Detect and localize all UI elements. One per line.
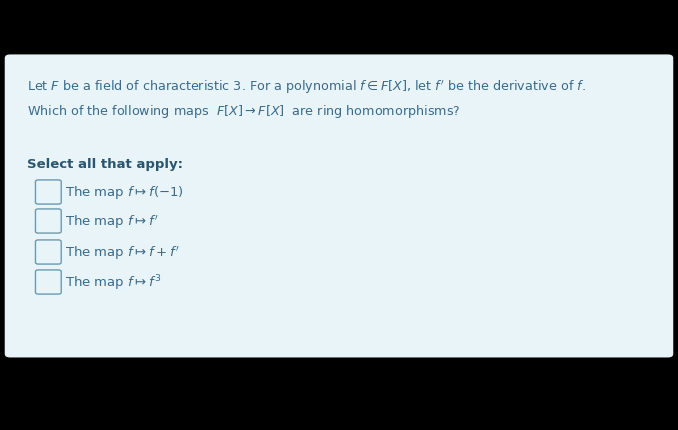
FancyBboxPatch shape xyxy=(35,240,61,264)
Text: The map $f \mapsto f^3$: The map $f \mapsto f^3$ xyxy=(65,273,161,292)
FancyBboxPatch shape xyxy=(5,55,673,358)
Text: The map $f \mapsto f + f'$: The map $f \mapsto f + f'$ xyxy=(65,244,180,261)
Text: Which of the following maps  $F[X] \rightarrow F[X]$  are ring homomorphisms?: Which of the following maps $F[X] \right… xyxy=(27,103,461,120)
Text: The map $f \mapsto f(-1)$: The map $f \mapsto f(-1)$ xyxy=(65,184,184,201)
FancyBboxPatch shape xyxy=(35,181,61,205)
Text: The map $f \mapsto f'$: The map $f \mapsto f'$ xyxy=(65,213,159,230)
FancyBboxPatch shape xyxy=(35,270,61,295)
FancyBboxPatch shape xyxy=(35,209,61,233)
Text: Let $\mathit{F}$ be a field of characteristic 3. For a polynomial $f \in F[X]$, : Let $\mathit{F}$ be a field of character… xyxy=(27,78,586,95)
Text: Select all that apply:: Select all that apply: xyxy=(27,158,183,171)
